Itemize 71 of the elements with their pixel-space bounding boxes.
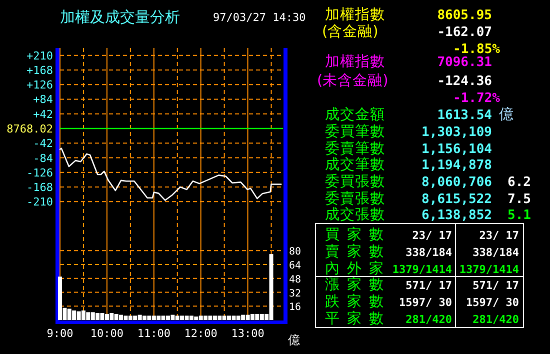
text: 1,156,104 [422,142,492,157]
text: 內外家 [325,260,391,277]
y-tick-label: 48 [289,274,302,286]
x-tick-label: 13:00 [231,327,264,340]
text: 5.1 [508,208,532,223]
text: -1.85% [453,42,500,57]
y-tick-label: -126 [26,166,53,180]
y-tick-label: +126 [26,78,53,92]
text: 281/420 [472,313,519,326]
y-tick-label: 80 [289,246,302,258]
text: 1,194,878 [422,158,492,173]
chart-title: 加權及成交量分析 [60,8,180,26]
text: 委買筆數 [325,123,385,140]
y-tick-label: -210 [26,196,53,209]
y-tick-label: +210 [26,49,53,62]
text: 億 [499,106,514,123]
text: 成交筆數 [325,156,385,173]
text: 委賣筆數 [325,140,385,157]
y-tick-label: +168 [26,64,53,77]
y-tick-label: +42 [33,108,53,121]
line-series [59,148,282,201]
x-tick-label: 10:00 [90,327,124,340]
text: 571/ 17 [472,279,519,292]
text: 571/ 17 [406,279,452,292]
y-tick-label: 16 [289,302,302,314]
text: 281/420 [406,313,452,326]
text: -1.72% [453,91,500,106]
text: 8,615,522 [422,192,492,207]
text: 8605.95 [437,8,492,23]
text: -162.07 [437,25,492,40]
text: 委賣張數 [325,190,385,207]
text: 1597/ 30 [466,296,519,309]
x-tick-label: 12:00 [184,327,218,340]
text: 7096.31 [437,55,492,70]
text: (含金融) [322,23,378,40]
text: 委買張數 [325,173,385,190]
text: 賣家數 [325,243,391,260]
y-tick-label: -84 [33,152,54,165]
text: 8,060,706 [422,175,492,190]
text: 成交金額 [325,106,385,123]
text: 338/184 [406,246,452,259]
x-tick-label: 9:00 [46,327,74,340]
text: 6,138,852 [422,208,492,223]
text: 加權指數 [325,6,385,23]
text: (未含金融) [317,72,388,89]
text: 1597/ 30 [399,296,452,309]
text: 跌家數 [325,293,391,310]
x-tick-label: 11:00 [137,327,170,340]
text: 1,303,109 [422,125,492,140]
text: 7.5 [508,192,531,207]
text: 漲家數 [325,276,391,293]
y-tick-label: -168 [26,181,53,194]
y-tick-label: 32 [289,288,302,300]
text: 23/ 17 [479,229,519,242]
text: -124.36 [437,74,492,89]
y-tick-label: +84 [33,93,54,106]
text: 成交張數 [325,206,385,223]
y-tick-label: 64 [289,260,302,272]
text: 買家數 [325,226,391,243]
text: 338/184 [472,246,520,259]
text: 加權指數 [325,53,385,70]
text: 1379/1414 [392,263,452,276]
text: 8768.02 [6,122,53,136]
text: 6.2 [508,175,531,190]
text: 1613.54 [437,108,492,123]
chart-subtitle: 97/03/27 14:30 [213,11,306,24]
text: 平家數 [325,310,391,327]
text: 23/ 17 [412,229,452,242]
y-axis-title: 億 [288,333,300,347]
text: 1379/1414 [459,263,520,276]
y-tick-label: -42 [33,137,53,150]
